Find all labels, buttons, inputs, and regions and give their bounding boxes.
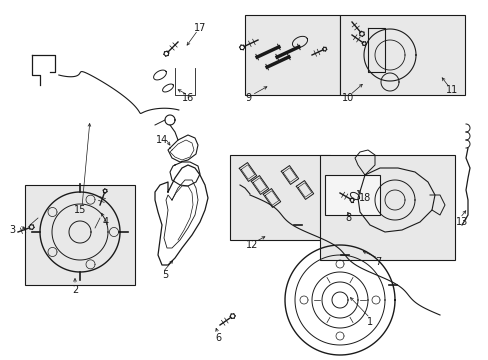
Text: 1: 1: [366, 317, 372, 327]
Text: 18: 18: [358, 193, 370, 203]
Text: 12: 12: [245, 240, 258, 250]
Text: 6: 6: [215, 333, 221, 343]
Bar: [339, 15, 464, 95]
Text: 3: 3: [9, 225, 15, 235]
Bar: [244, 15, 339, 95]
Text: 11: 11: [445, 85, 457, 95]
Text: 8: 8: [344, 213, 350, 223]
Bar: [229, 155, 329, 240]
Bar: [25, 185, 135, 285]
Text: 2: 2: [72, 285, 78, 295]
Text: 17: 17: [193, 23, 206, 33]
Text: 15: 15: [74, 205, 86, 215]
Text: 4: 4: [103, 217, 109, 227]
Text: 10: 10: [341, 93, 353, 103]
Text: 13: 13: [455, 217, 467, 227]
Text: 9: 9: [244, 93, 250, 103]
Text: 16: 16: [182, 93, 194, 103]
Text: 7: 7: [374, 257, 380, 267]
Bar: [325, 175, 379, 215]
Text: 5: 5: [162, 270, 168, 280]
Text: 14: 14: [156, 135, 168, 145]
Bar: [319, 155, 454, 260]
